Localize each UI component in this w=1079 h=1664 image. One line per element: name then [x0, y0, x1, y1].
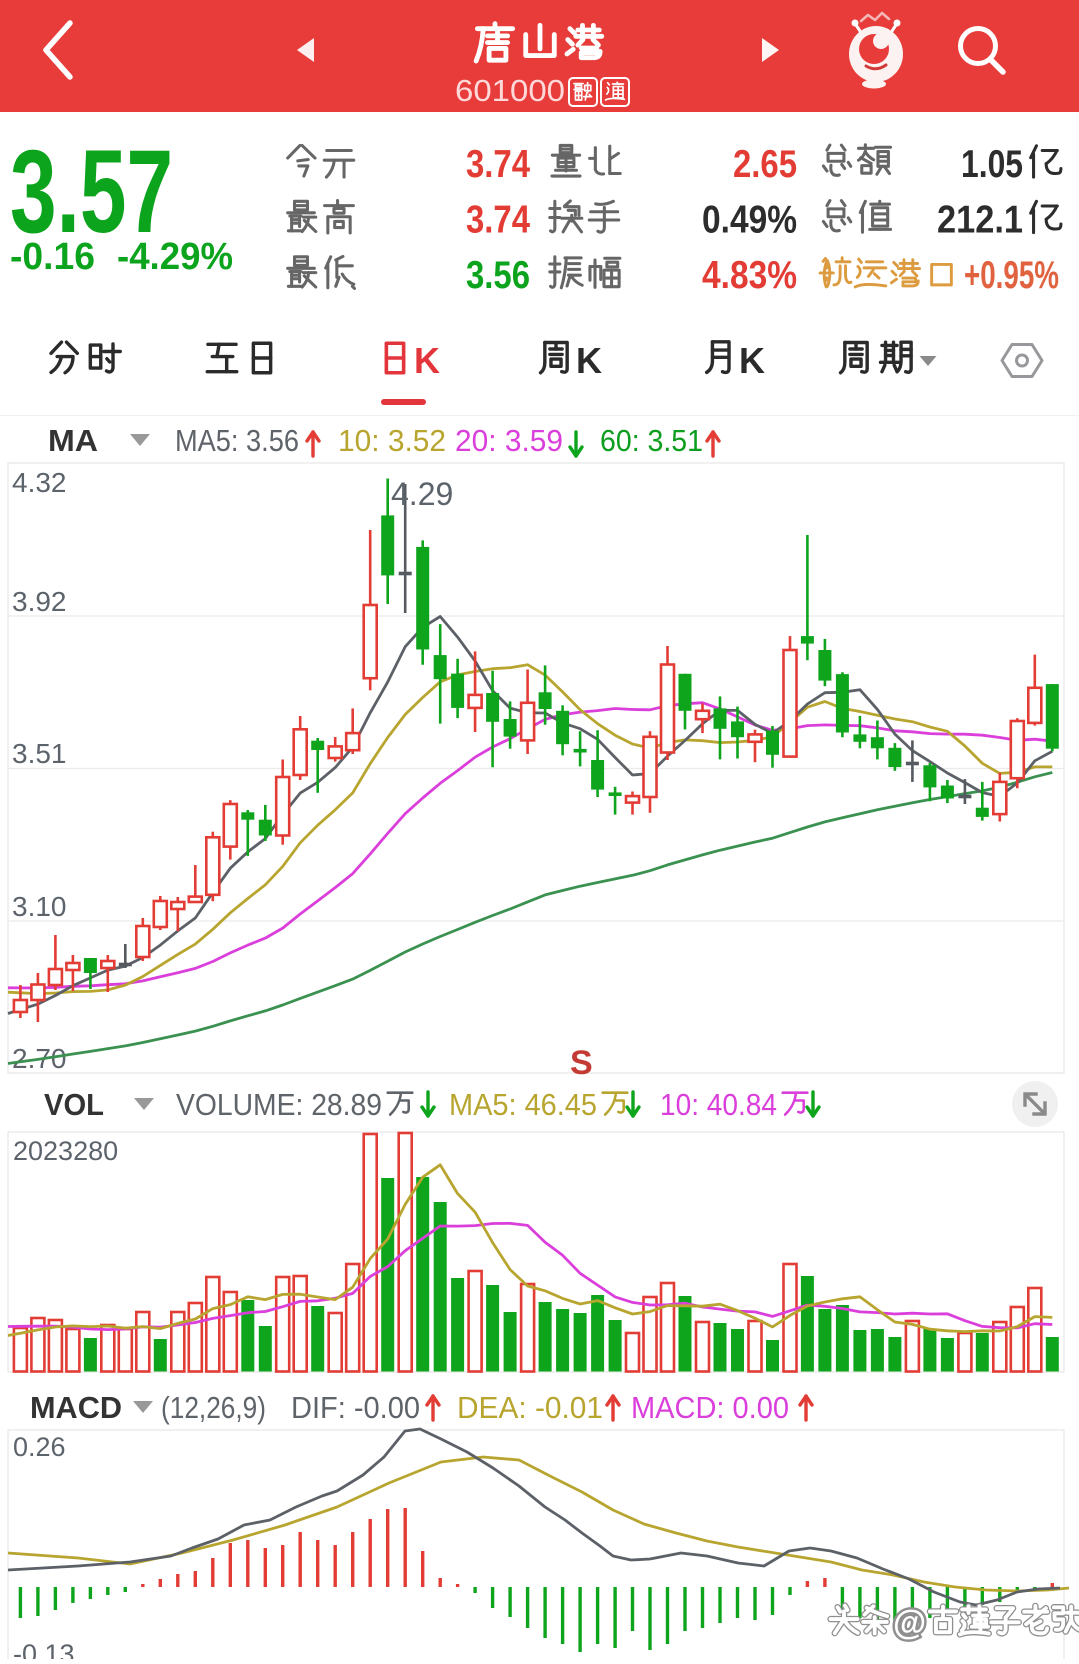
svg-text:0.49%: 0.49% — [702, 199, 797, 242]
svg-text:3.92: 3.92 — [12, 586, 67, 617]
svg-text:-0.16: -0.16 — [10, 236, 95, 278]
svg-text:MACD: MACD — [30, 1390, 122, 1425]
svg-text:1.05: 1.05 — [961, 143, 1023, 186]
svg-text:4.32: 4.32 — [12, 467, 67, 498]
svg-text:10: 40.84: 10: 40.84 — [660, 1087, 777, 1122]
svg-text:60: 3.51: 60: 3.51 — [600, 423, 703, 458]
svg-text:DIF: -0.00: DIF: -0.00 — [291, 1390, 420, 1425]
svg-text:2.65: 2.65 — [733, 143, 797, 186]
svg-text:DEA: -0.01: DEA: -0.01 — [457, 1390, 603, 1425]
svg-text:@: @ — [893, 1604, 926, 1642]
svg-text:3.57: 3.57 — [10, 125, 173, 258]
svg-text:K: K — [739, 340, 765, 381]
svg-text:-0.13: -0.13 — [13, 1639, 75, 1659]
svg-text:3.51: 3.51 — [12, 738, 67, 769]
svg-text:601000: 601000 — [455, 73, 565, 108]
svg-text:(12,26,9): (12,26,9) — [161, 1390, 266, 1425]
svg-text:S: S — [570, 1044, 593, 1082]
svg-text:MACD: 0.00: MACD: 0.00 — [631, 1390, 789, 1425]
svg-text:3.10: 3.10 — [12, 891, 67, 922]
svg-text:K: K — [414, 340, 440, 381]
svg-text:20: 3.59: 20: 3.59 — [455, 423, 563, 458]
svg-text:212.1: 212.1 — [937, 199, 1023, 242]
svg-text:3.56: 3.56 — [466, 254, 530, 297]
svg-text:MA5: 46.45: MA5: 46.45 — [449, 1087, 597, 1122]
svg-text:2023280: 2023280 — [13, 1136, 118, 1166]
svg-text:K: K — [576, 340, 602, 381]
svg-text:VOLUME: 28.89: VOLUME: 28.89 — [176, 1087, 382, 1122]
svg-text:10: 3.52: 10: 3.52 — [338, 423, 446, 458]
svg-text:-4.29%: -4.29% — [117, 236, 233, 278]
svg-text:3.74: 3.74 — [466, 143, 530, 186]
svg-text:VOL: VOL — [44, 1087, 104, 1122]
svg-text:4.29: 4.29 — [391, 476, 453, 512]
svg-text:4.83%: 4.83% — [702, 254, 797, 297]
svg-text:MA: MA — [48, 423, 98, 458]
svg-text:+0.95%: +0.95% — [964, 254, 1059, 297]
svg-text:0.26: 0.26 — [13, 1432, 66, 1462]
svg-text:MA5: 3.56: MA5: 3.56 — [175, 423, 299, 458]
svg-text:3.74: 3.74 — [466, 199, 530, 242]
